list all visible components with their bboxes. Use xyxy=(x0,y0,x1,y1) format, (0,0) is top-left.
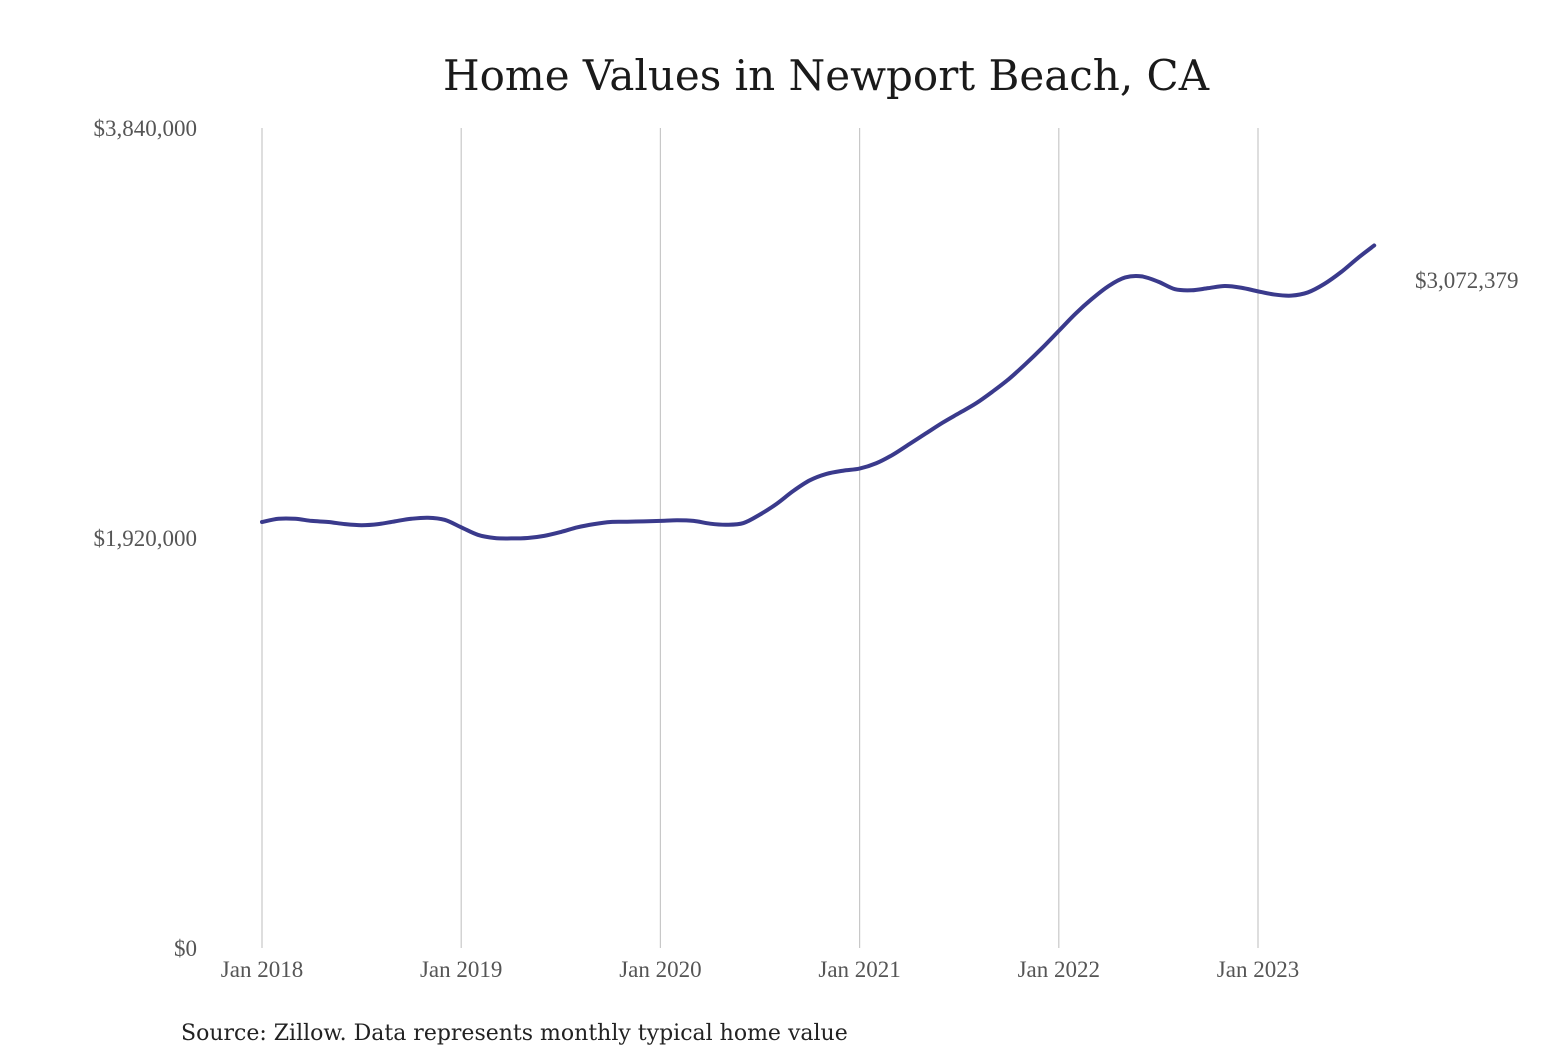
chart-title: Home Values in Newport Beach, CA xyxy=(443,51,1210,100)
x-axis-tick-labels: Jan 2018 Jan 2019 Jan 2020 Jan 2021 Jan 2022… xyxy=(221,957,1299,982)
x-tick-label: Jan 2023 xyxy=(1217,957,1299,982)
y-tick-label: $1,920,000 xyxy=(94,526,198,551)
x-tick-label: Jan 2020 xyxy=(619,957,701,982)
end-value-label: $3,072,379 xyxy=(1415,268,1519,293)
y-tick-label: $3,840,000 xyxy=(94,116,198,141)
x-tick-label: Jan 2022 xyxy=(1018,957,1100,982)
x-tick-label: Jan 2018 xyxy=(221,957,303,982)
series-line-0 xyxy=(260,243,1377,541)
y-tick-label: $0 xyxy=(174,936,197,961)
x-tick-label: Jan 2019 xyxy=(420,957,502,982)
gridlines xyxy=(261,128,1259,948)
y-axis-tick-labels: $3,840,000 $1,920,000 $0 xyxy=(94,116,198,961)
x-tick-label: Jan 2021 xyxy=(818,957,900,982)
series-layer xyxy=(260,243,1377,541)
source-note: Source: Zillow. Data represents monthly … xyxy=(181,1021,848,1046)
